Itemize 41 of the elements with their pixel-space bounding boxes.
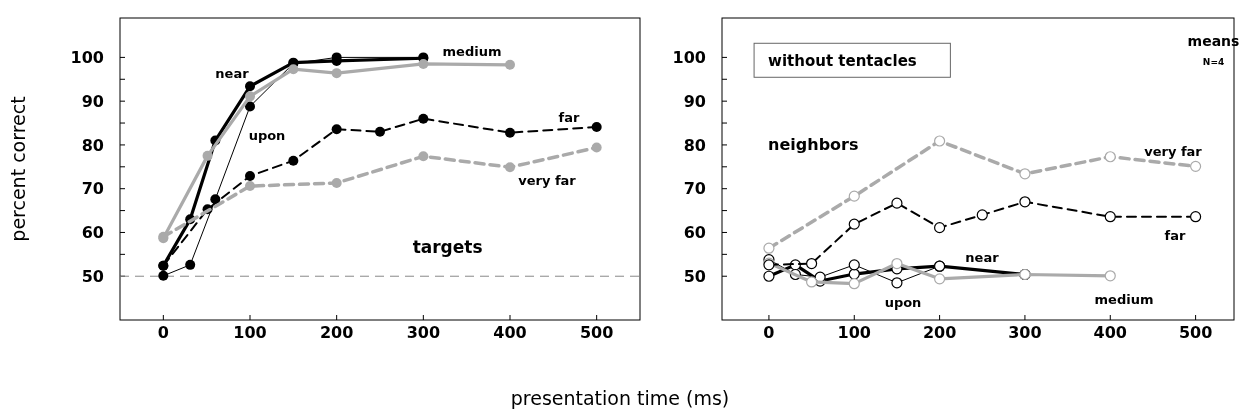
annotation: means bbox=[1187, 32, 1240, 49]
x-tick-label: 0 bbox=[763, 323, 775, 342]
x-tick-label: 100 bbox=[837, 323, 871, 342]
x-tick-label: 200 bbox=[922, 323, 957, 342]
series-label: very far bbox=[518, 172, 577, 188]
annotation: neighbors bbox=[768, 135, 859, 155]
series-label: near bbox=[965, 249, 1000, 265]
annotation: without tentacles bbox=[768, 51, 917, 70]
x-tick-label: 500 bbox=[579, 323, 614, 342]
y-tick-label: 80 bbox=[683, 135, 706, 155]
x-tick-label: 300 bbox=[1008, 323, 1042, 342]
y-tick-label: 70 bbox=[81, 179, 104, 199]
y-tick-label: 60 bbox=[81, 223, 104, 243]
y-tick-label: 100 bbox=[672, 47, 706, 67]
y-tick-label: 90 bbox=[683, 91, 706, 111]
x-tick-label: 400 bbox=[493, 323, 527, 342]
series-label: far bbox=[558, 109, 581, 125]
x-tick-label: 300 bbox=[406, 323, 441, 342]
series-label: upon bbox=[884, 294, 922, 310]
series-label: far bbox=[1164, 227, 1187, 243]
y-axis-title: percent correct bbox=[7, 96, 29, 242]
annotation: targets bbox=[412, 237, 483, 258]
series-label: near bbox=[215, 65, 250, 81]
x-tick-label: 400 bbox=[1093, 323, 1127, 342]
x-tick-label: 500 bbox=[1178, 323, 1213, 342]
x-tick-label: 0 bbox=[157, 323, 169, 342]
y-tick-label: 80 bbox=[81, 135, 104, 155]
y-tick-label: 90 bbox=[81, 91, 104, 111]
series-label: medium bbox=[442, 43, 502, 59]
y-tick-label: 70 bbox=[683, 179, 706, 199]
series-label: upon bbox=[248, 127, 286, 143]
series-label: medium bbox=[1094, 291, 1154, 307]
y-tick-label: 50 bbox=[81, 266, 104, 286]
x-axis-title: presentation time (ms) bbox=[510, 387, 730, 409]
y-tick-label: 100 bbox=[70, 47, 104, 67]
y-tick-label: 60 bbox=[683, 223, 706, 243]
y-tick-label: 50 bbox=[683, 266, 706, 286]
x-tick-label: 200 bbox=[319, 323, 354, 342]
series-label: very far bbox=[1144, 143, 1203, 159]
x-tick-label: 100 bbox=[233, 323, 267, 342]
annotation: N=4 bbox=[1202, 56, 1225, 67]
